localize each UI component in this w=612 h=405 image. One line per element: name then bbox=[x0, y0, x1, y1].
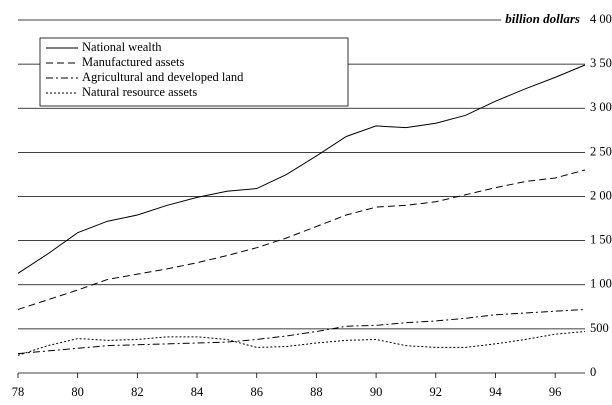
legend-label: Manufactured assets bbox=[82, 55, 185, 69]
x-tick-label: 84 bbox=[191, 385, 204, 399]
y-tick-label: 2 000 bbox=[590, 188, 612, 202]
x-tick-label: 88 bbox=[310, 385, 323, 399]
y-tick-label: 0 bbox=[590, 365, 596, 379]
y-axis-label: billion dollars bbox=[505, 11, 580, 26]
series-line bbox=[17, 64, 586, 274]
y-tick-label: 1 000 bbox=[590, 277, 612, 291]
y-tick-label: 3 500 bbox=[590, 56, 612, 70]
x-tick-label: 82 bbox=[131, 385, 144, 399]
y-tick-label: 2 500 bbox=[590, 144, 612, 158]
legend-label: Agricultural and developed land bbox=[82, 70, 244, 84]
series-line bbox=[17, 169, 586, 310]
x-tick-label: 78 bbox=[12, 385, 25, 399]
y-tick-label: 1 500 bbox=[590, 233, 612, 247]
legend-label: Natural resource assets bbox=[82, 85, 197, 99]
series-line bbox=[17, 331, 586, 356]
legend-box bbox=[39, 37, 349, 107]
y-tick-label: 500 bbox=[590, 321, 609, 335]
x-tick-label: 86 bbox=[250, 385, 263, 399]
x-tick-label: 94 bbox=[489, 385, 502, 399]
x-tick-label: 96 bbox=[549, 385, 562, 399]
x-tick-label: 80 bbox=[71, 385, 84, 399]
x-tick-label: 90 bbox=[370, 385, 383, 399]
legend-label: National wealth bbox=[82, 40, 162, 54]
series-line bbox=[17, 308, 586, 355]
y-tick-label: 3 000 bbox=[590, 100, 612, 114]
y-tick-label: 4 000 bbox=[590, 12, 612, 26]
x-tick-label: 92 bbox=[430, 385, 443, 399]
